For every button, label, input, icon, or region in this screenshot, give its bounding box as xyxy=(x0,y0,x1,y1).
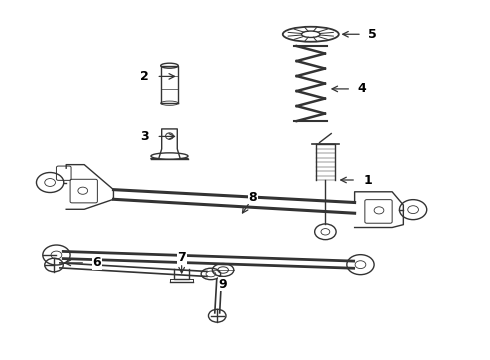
Text: 8: 8 xyxy=(248,191,257,204)
Text: 7: 7 xyxy=(177,251,186,264)
Text: 6: 6 xyxy=(93,256,101,269)
Text: 5: 5 xyxy=(368,28,377,41)
Text: 1: 1 xyxy=(364,174,372,186)
Text: 2: 2 xyxy=(140,70,149,83)
Text: 4: 4 xyxy=(358,82,367,95)
Text: 9: 9 xyxy=(219,278,227,291)
Text: 3: 3 xyxy=(140,130,149,143)
